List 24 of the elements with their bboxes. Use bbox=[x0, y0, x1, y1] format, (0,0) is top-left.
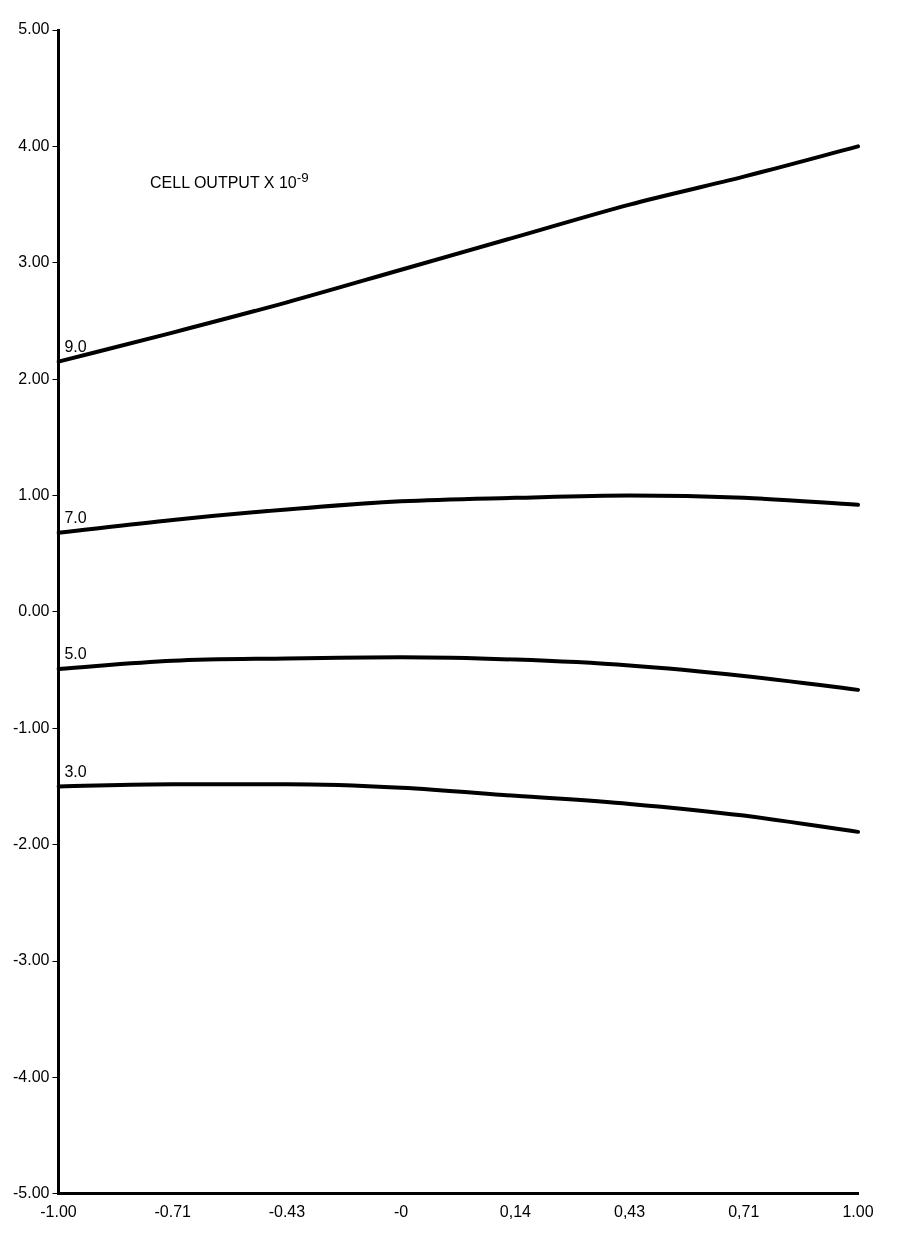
y-tick-label: 0.00 bbox=[18, 602, 50, 620]
y-tick-label: 4.00 bbox=[18, 136, 50, 154]
series-label: 9.0 bbox=[64, 338, 87, 356]
series-label: 3.0 bbox=[64, 762, 87, 780]
x-tick-label: -0.43 bbox=[268, 1202, 306, 1220]
x-tick-label: -1.00 bbox=[40, 1202, 77, 1220]
y-tick-label: 2.00 bbox=[18, 369, 50, 387]
y-tick-label: -3.00 bbox=[13, 951, 50, 969]
x-tick-label: 0,71 bbox=[728, 1202, 760, 1220]
y-tick-label: 3.00 bbox=[18, 253, 50, 271]
y-tick-label: -1.00 bbox=[13, 718, 50, 736]
x-tick-label: -0.71 bbox=[154, 1202, 192, 1220]
annotation: CELL OUTPUT X 10$^{-9}$ bbox=[150, 170, 309, 193]
x-tick-label: 0,14 bbox=[499, 1202, 532, 1220]
y-tick-label: -2.00 bbox=[13, 835, 50, 853]
series-label: 7.0 bbox=[64, 509, 87, 527]
x-tick-label: 0,43 bbox=[613, 1202, 646, 1220]
y-tick-label: -5.00 bbox=[13, 1184, 50, 1202]
y-tick-label: 1.00 bbox=[18, 485, 50, 503]
x-tick-label: 1.00 bbox=[842, 1202, 874, 1220]
series-label: 5.0 bbox=[64, 645, 87, 663]
x-tick-label: -0 bbox=[394, 1202, 409, 1220]
y-tick-label: -4.00 bbox=[13, 1067, 50, 1085]
y-tick-label: 5.00 bbox=[18, 20, 50, 38]
